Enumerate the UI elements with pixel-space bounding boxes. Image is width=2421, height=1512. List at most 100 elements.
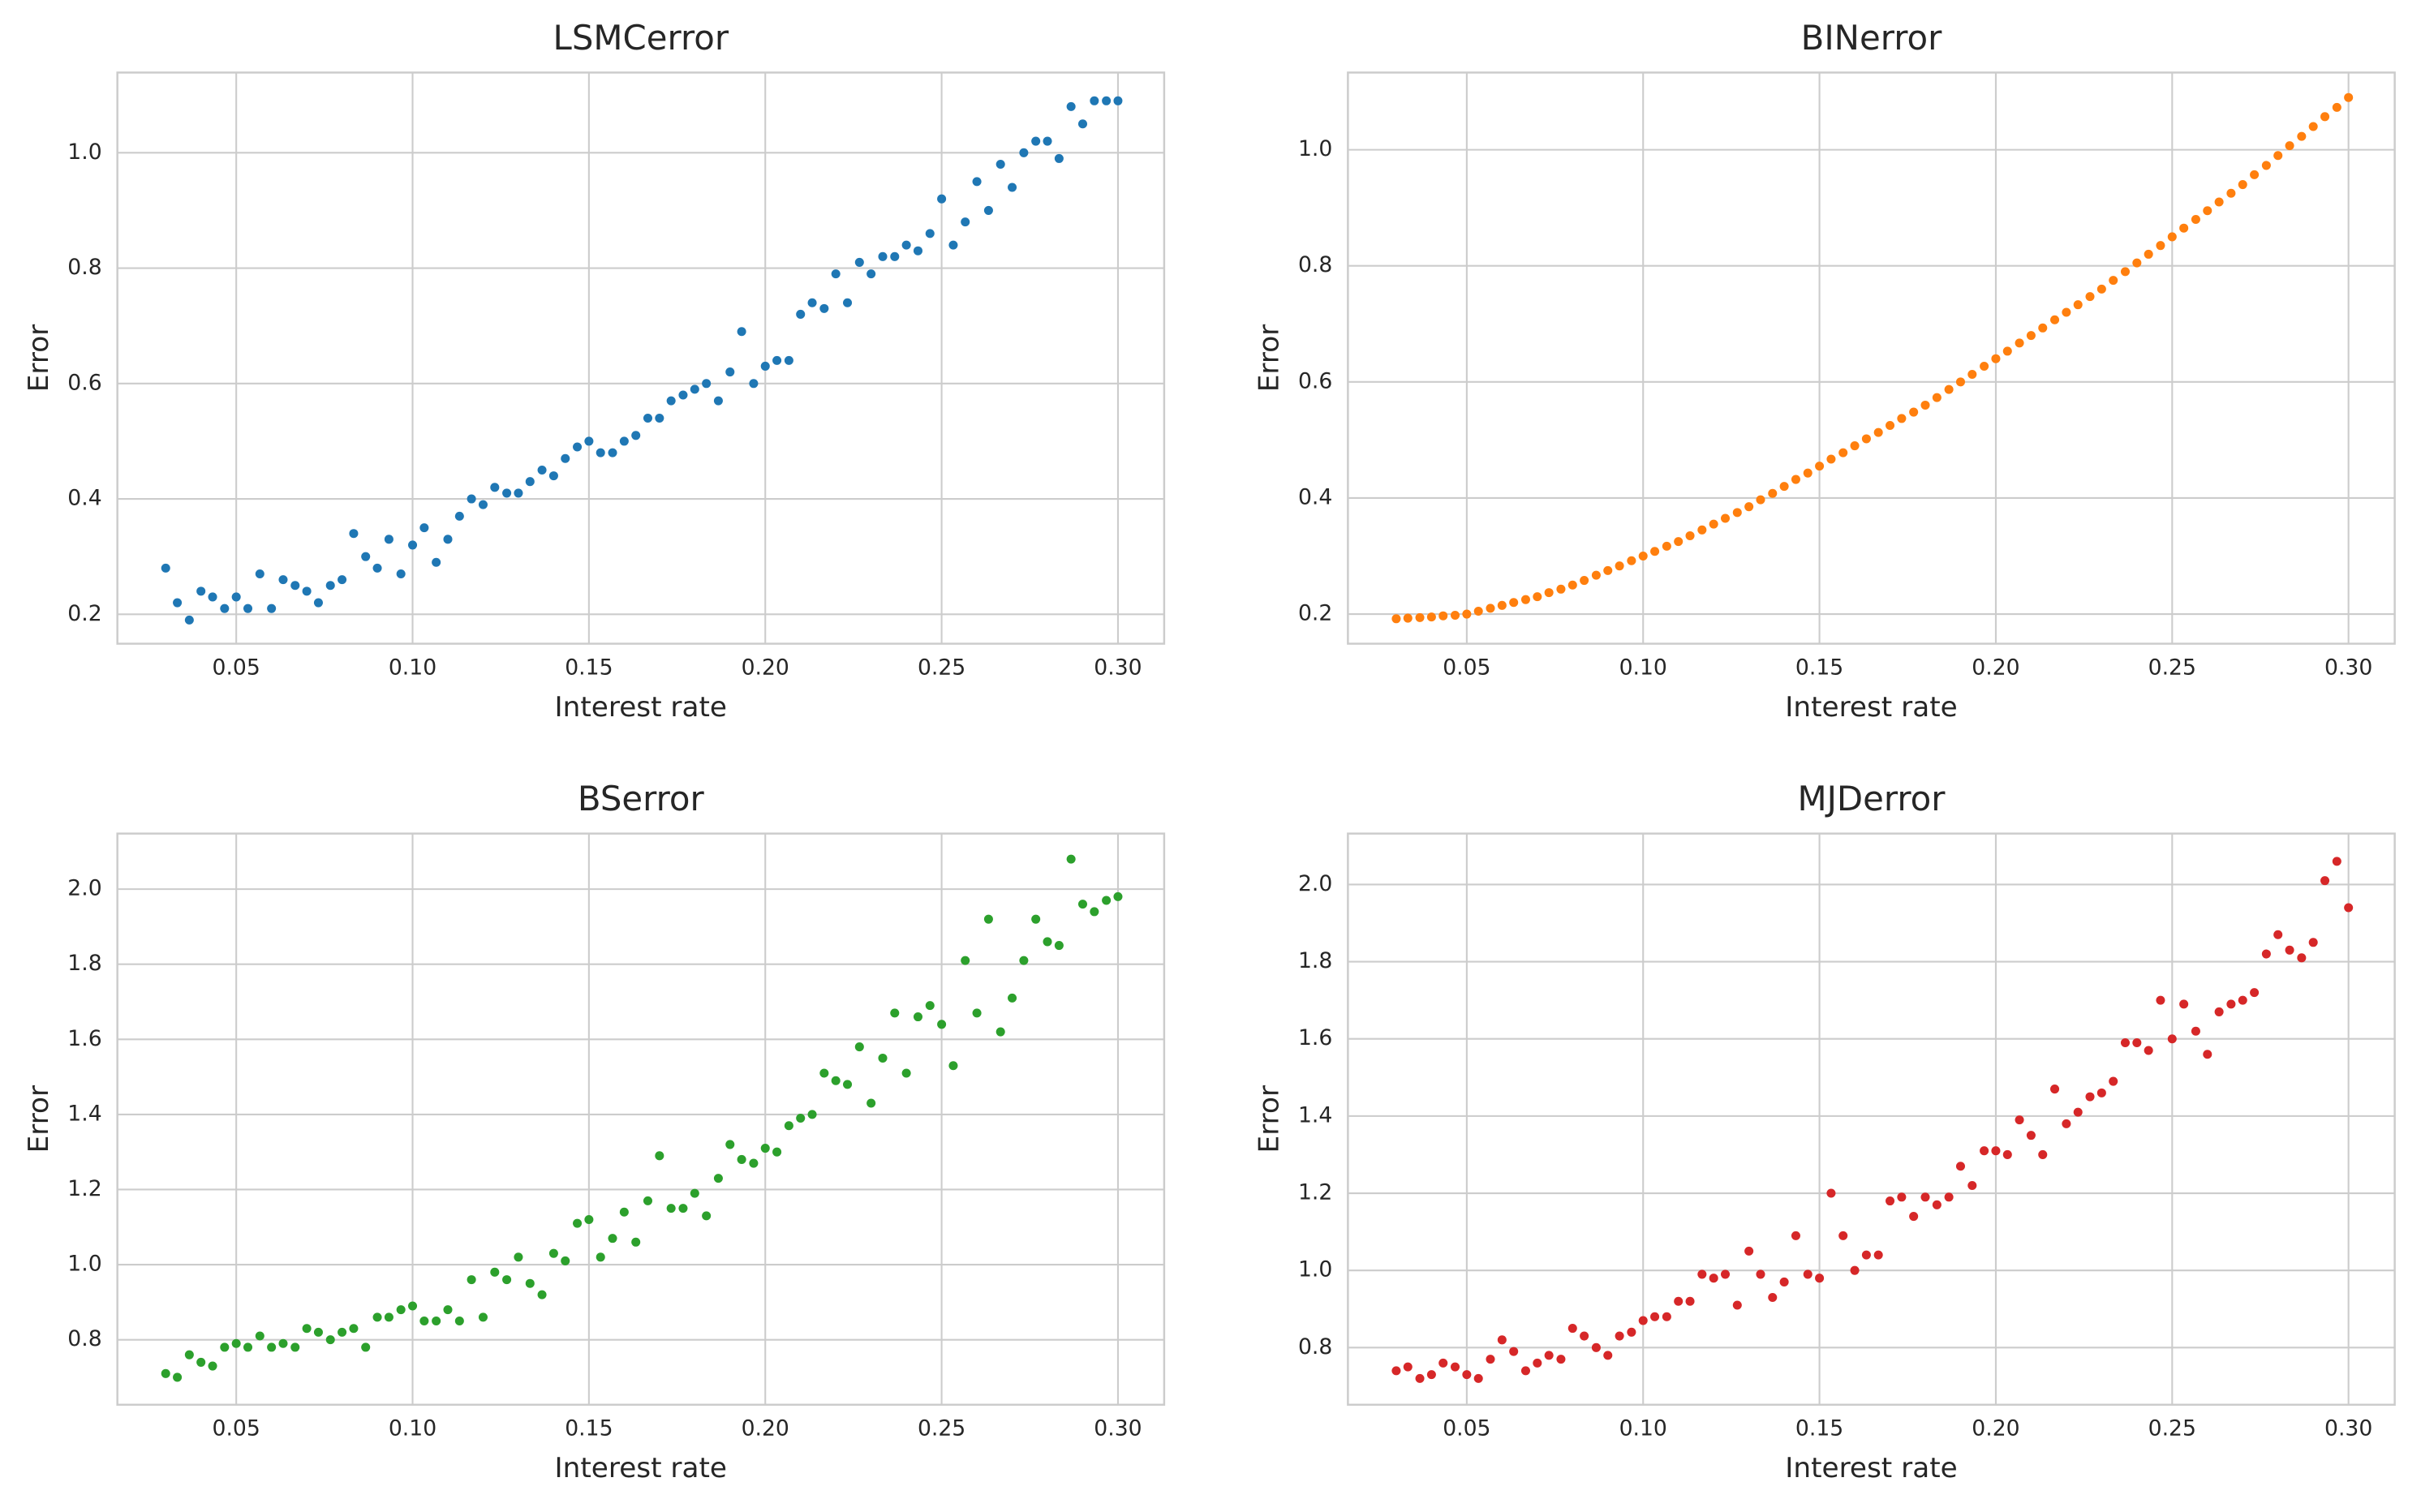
y-tick-label: 0.8 xyxy=(1298,252,1332,277)
point xyxy=(1967,1180,1977,1191)
point xyxy=(937,1020,947,1029)
point xyxy=(2226,999,2236,1009)
point xyxy=(1043,937,1052,947)
point xyxy=(1779,482,1789,492)
point xyxy=(961,217,970,227)
point xyxy=(443,1305,453,1315)
point xyxy=(1031,914,1041,924)
point xyxy=(408,1301,418,1311)
plot-area xyxy=(1348,833,2395,1405)
point xyxy=(2038,323,2048,333)
point xyxy=(1497,600,1507,610)
point xyxy=(173,1372,183,1382)
point xyxy=(361,552,371,561)
point xyxy=(1591,570,1601,580)
point xyxy=(1662,541,1671,551)
point xyxy=(2238,995,2247,1005)
point xyxy=(1650,547,1660,556)
point xyxy=(1768,1292,1778,1302)
point xyxy=(454,1316,464,1326)
point xyxy=(1473,1373,1483,1383)
point xyxy=(2320,876,2330,886)
point xyxy=(819,1068,829,1078)
x-tick-label: 0.10 xyxy=(1619,655,1667,681)
point xyxy=(2156,241,2165,251)
point xyxy=(2332,857,2341,866)
point xyxy=(537,465,547,475)
point xyxy=(1113,891,1123,901)
point xyxy=(1980,1146,1989,1156)
point xyxy=(196,586,206,596)
plot-area xyxy=(1348,72,2395,644)
x-tick-label: 0.05 xyxy=(213,1416,260,1441)
point xyxy=(2308,938,2318,947)
point xyxy=(925,229,935,238)
point xyxy=(2073,300,2083,310)
point xyxy=(1697,1269,1707,1279)
point xyxy=(1473,606,1483,616)
point xyxy=(1674,537,1684,547)
point xyxy=(2109,276,2118,286)
point xyxy=(854,257,864,267)
axes-frame xyxy=(1347,71,2396,645)
point xyxy=(372,1312,382,1322)
point xyxy=(1403,1362,1413,1372)
y-tick-label: 1.0 xyxy=(67,140,101,165)
point xyxy=(631,431,641,440)
subplot-title: BSerror xyxy=(578,779,705,818)
point xyxy=(878,1053,888,1063)
point xyxy=(2085,1092,2095,1102)
point xyxy=(2120,1037,2131,1048)
point xyxy=(2297,953,2307,963)
point xyxy=(1486,1355,1495,1364)
point xyxy=(419,1316,429,1326)
point xyxy=(2050,315,2060,324)
y-tick-label: 1.4 xyxy=(67,1101,101,1126)
point xyxy=(490,1267,500,1277)
point xyxy=(1077,900,1088,909)
point xyxy=(983,205,993,215)
point xyxy=(396,1305,406,1315)
point xyxy=(161,563,170,573)
x-tick-label: 0.05 xyxy=(213,655,260,681)
y-tick-label: 2.0 xyxy=(1298,871,1332,896)
point xyxy=(584,436,594,446)
point xyxy=(2203,206,2212,216)
subplot: 0.05 0.10 0.15 0.20 0.25 0.30 0.8 1.0 1.2 1.4 1.6 1… xyxy=(23,779,1166,1484)
point xyxy=(490,483,500,492)
point xyxy=(937,194,947,204)
point xyxy=(1768,488,1778,498)
x-tick-label: 0.30 xyxy=(2324,655,2372,681)
axes-frame xyxy=(116,71,1166,645)
point xyxy=(502,488,512,498)
point xyxy=(1451,1362,1460,1372)
point xyxy=(2156,995,2165,1005)
point xyxy=(1803,468,1813,478)
subplot-title: BINerror xyxy=(1801,18,1943,58)
point xyxy=(690,384,699,394)
point xyxy=(584,1214,594,1225)
point xyxy=(1486,604,1495,613)
point xyxy=(408,540,418,550)
x-tick-label: 0.30 xyxy=(2324,1416,2372,1441)
point xyxy=(1090,907,1099,917)
point xyxy=(2167,232,2177,242)
point xyxy=(678,390,688,400)
y-tick-label: 1.8 xyxy=(67,951,101,976)
point xyxy=(1791,475,1800,484)
point xyxy=(2344,92,2354,102)
point xyxy=(772,355,782,365)
point xyxy=(1533,592,1542,602)
point xyxy=(1403,613,1413,623)
point xyxy=(548,471,558,481)
point xyxy=(220,604,230,613)
point xyxy=(807,1110,817,1119)
point xyxy=(1054,153,1064,163)
point xyxy=(1944,1192,1954,1202)
point xyxy=(690,1188,699,1198)
point xyxy=(1580,1331,1589,1341)
point xyxy=(478,1312,488,1322)
point xyxy=(1838,448,1848,457)
point xyxy=(725,1140,735,1149)
point xyxy=(2226,188,2236,198)
